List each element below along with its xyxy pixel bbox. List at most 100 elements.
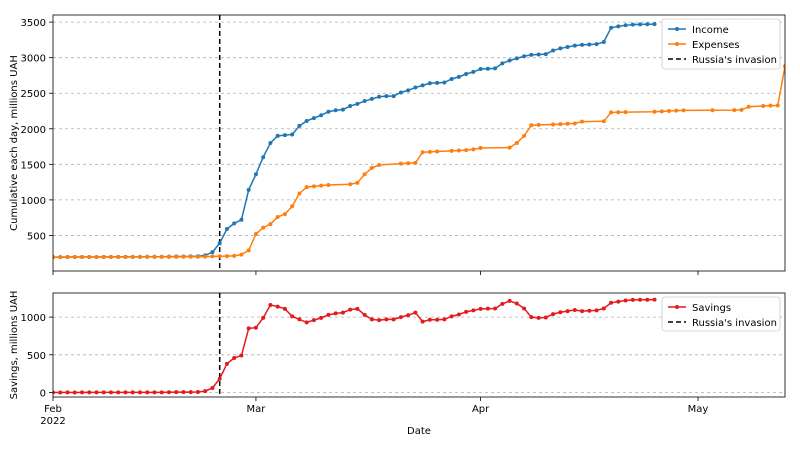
data-point [768,103,773,108]
data-point [522,133,527,138]
y-tick-label: 500 [27,231,46,242]
data-point [355,180,360,185]
legend-label: Russia's invasion [692,55,777,66]
legend-marker [675,42,679,46]
data-point [398,315,403,320]
data-point [369,96,374,101]
data-point [282,133,287,138]
data-point [558,122,563,127]
data-point [616,299,621,304]
data-point [145,254,150,259]
data-point [413,85,418,90]
data-point [188,390,193,395]
data-point [529,123,534,128]
data-point [369,165,374,170]
data-point [456,312,461,317]
data-point [420,319,425,324]
x-tick-label: Apr [472,404,490,415]
data-point [224,254,229,259]
data-point [377,318,382,323]
data-point [159,254,164,259]
data-point [601,306,606,311]
data-point [152,254,157,259]
data-point [630,297,635,302]
data-point [326,109,331,114]
data-point [210,254,215,259]
data-point [645,22,650,27]
y-tick-label: 3000 [21,54,46,65]
data-point [79,390,84,395]
data-point [362,172,367,177]
series-line-income [53,23,655,258]
data-point [362,312,367,317]
data-point [630,22,635,27]
data-point [203,254,208,259]
data-point [348,104,353,109]
data-point [239,353,244,358]
data-point [652,297,657,302]
data-point [217,376,222,381]
y-tick-label: 1000 [21,313,46,324]
data-point [275,133,280,138]
data-point [391,317,396,322]
data-point [261,155,266,160]
data-point [449,77,454,81]
data-point [652,109,657,114]
data-point [188,254,193,259]
data-point [261,225,266,230]
x-tick-label: Feb [44,404,62,415]
data-point [710,108,715,113]
data-point [551,48,556,53]
series-savings [53,297,657,395]
data-point [268,222,273,227]
data-point [101,254,106,259]
data-point [224,361,229,366]
data-point [514,141,519,145]
data-point [659,109,664,114]
data-point [181,390,186,395]
legend-label: Income [692,25,729,36]
data-point [601,40,606,45]
data-point [391,94,396,99]
data-point [507,145,512,150]
data-point [514,56,519,61]
y-tick-label: 1500 [21,160,46,171]
x-year-label: 2022 [40,416,65,427]
data-point [493,66,498,71]
data-point [406,88,411,93]
data-point [522,54,527,59]
data-point [616,110,621,115]
data-point [616,24,621,29]
data-point [384,94,389,99]
data-point [239,217,244,222]
data-point [362,99,367,104]
data-point [166,254,171,259]
data-point [427,317,432,322]
data-point [507,298,512,303]
legend-box [661,296,781,332]
data-point [536,315,541,320]
data-point [478,145,483,150]
data-point [551,312,556,317]
data-point [137,390,142,395]
data-point [53,255,55,260]
data-point [268,141,273,145]
data-point [116,254,121,259]
data-point [478,306,483,311]
data-point [609,300,614,305]
data-point [558,310,563,315]
data-point [572,307,577,312]
data-point [290,204,295,209]
data-point [246,187,251,192]
data-point [420,150,425,155]
data-point [94,255,99,260]
data-point [319,113,324,118]
data-point [326,182,331,187]
data-point [638,297,643,302]
data-point [87,255,92,260]
data-point [565,45,570,49]
data-point [123,254,128,259]
data-point [195,390,200,395]
data-point [485,66,490,71]
data-point [261,315,266,320]
